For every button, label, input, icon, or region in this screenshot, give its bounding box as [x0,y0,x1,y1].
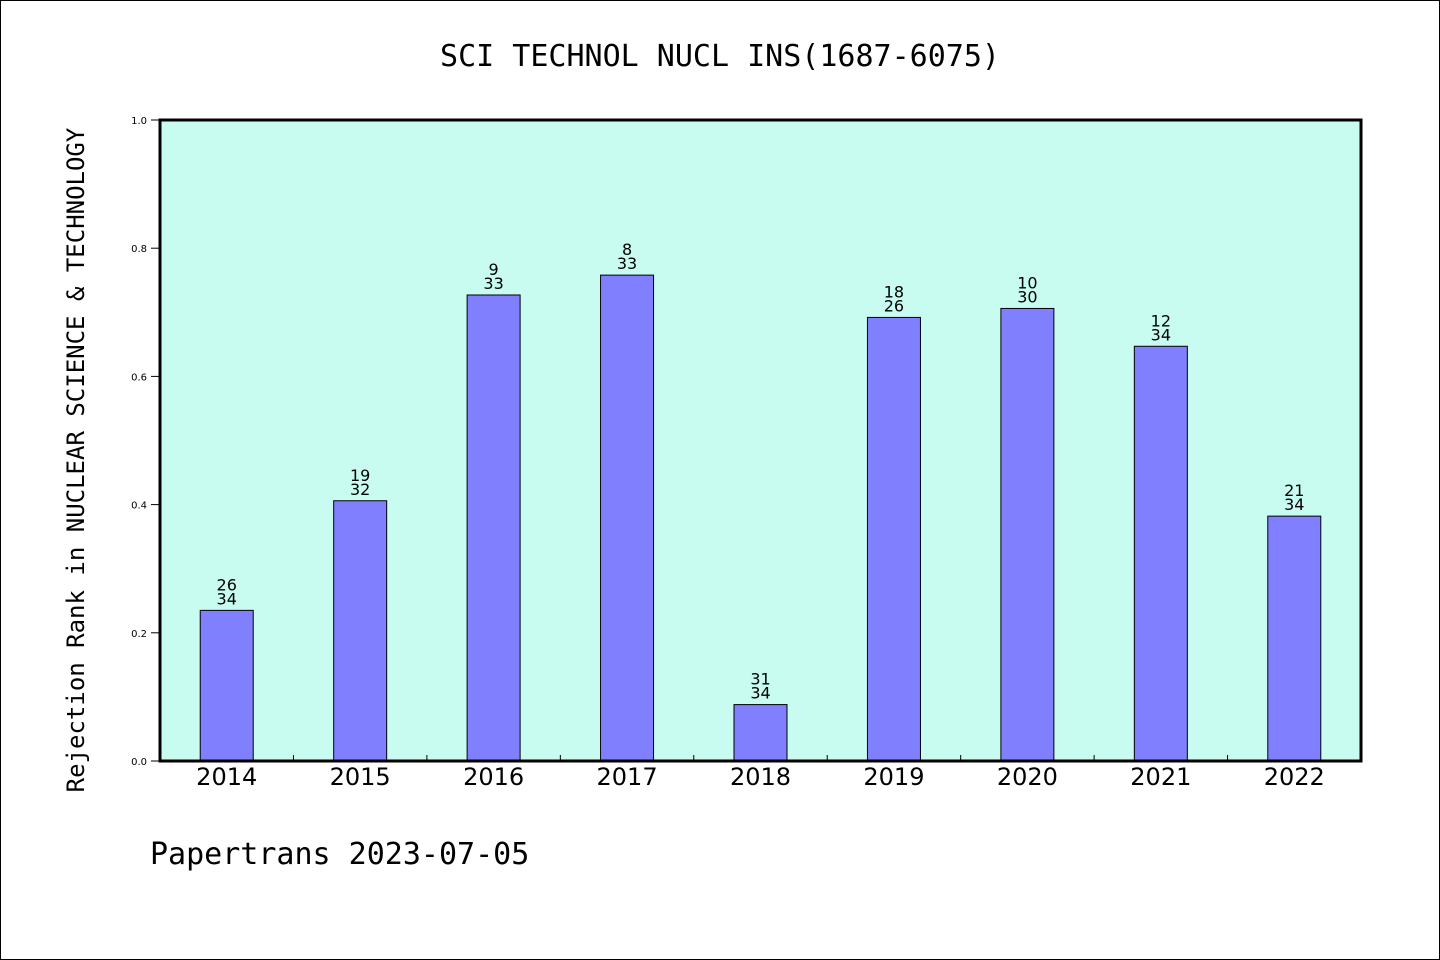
bar-label-total-2017: 33 [617,254,637,273]
bar-label-rank-2022: 21 [1284,481,1304,500]
bar-label-total-2016: 33 [483,274,503,293]
bar-2019 [866,316,921,762]
bar-label-total-2020: 30 [1017,287,1037,306]
bar-2022 [1267,515,1322,762]
bar-label-total-2019: 26 [884,296,904,315]
x-tick-label-2021: 2021 [1130,763,1191,791]
bars-layer [199,274,1322,762]
y-tick-label-0.0: 0.0 [131,757,147,768]
bar-2018 [733,704,788,762]
y-tick-label-0.2: 0.2 [131,629,147,640]
bar-label-rank-2020: 10 [1017,273,1037,292]
x-tick-label-2018: 2018 [730,763,791,791]
bar-2015 [333,500,388,762]
x-tick-label-2020: 2020 [997,763,1058,791]
y-axis-ticks: 0.0 0.2 0.4 0.6 0.8 1.0 [131,116,160,768]
bar-label-rank-2015: 19 [350,466,370,485]
x-axis-ticks: 2014 2015 2016 2017 2018 2019 2020 2021 2022 [196,755,1325,791]
y-tick-label-0.4: 0.4 [131,501,147,512]
bar-2014 [199,609,254,762]
bar-label-rank-2016: 9 [489,260,499,279]
x-tick-label-2016: 2016 [463,763,524,791]
x-tick-label-2015: 2015 [330,763,391,791]
bar-2017 [600,274,655,762]
y-tick-label-0.6: 0.6 [131,372,147,383]
bar-label-total-2014: 34 [217,589,237,608]
bar-label-total-2018: 34 [750,684,770,703]
bar-2016 [466,294,521,762]
x-tick-label-2022: 2022 [1264,763,1325,791]
bar-2021 [1133,345,1188,762]
y-axis-label: Rejection Rank in NUCLEAR SCIENCE & TECH… [62,127,90,792]
x-tick-label-2019: 2019 [863,763,924,791]
y-tick-label-0.8: 0.8 [131,244,147,255]
bar-label-total-2021: 34 [1151,325,1171,344]
bar-label-rank-2017: 8 [622,240,632,259]
bar-label-rank-2018: 31 [750,670,770,689]
bar-label-rank-2021: 12 [1151,311,1171,330]
x-tick-label-2017: 2017 [597,763,658,791]
bar-2020 [1000,307,1055,762]
bar-label-total-2022: 34 [1284,495,1304,514]
y-tick-label-1.0: 1.0 [131,116,147,127]
bar-label-rank-2019: 18 [884,282,904,301]
bar-label-rank-2014: 26 [217,575,237,594]
bar-label-total-2015: 32 [350,480,370,499]
plot-border [158,118,1363,763]
chart-title: SCI TECHNOL NUCL INS(1687-6075) [440,39,1000,74]
footer-credit: Papertrans 2023-07-05 [150,837,529,872]
x-tick-label-2014: 2014 [196,763,257,791]
